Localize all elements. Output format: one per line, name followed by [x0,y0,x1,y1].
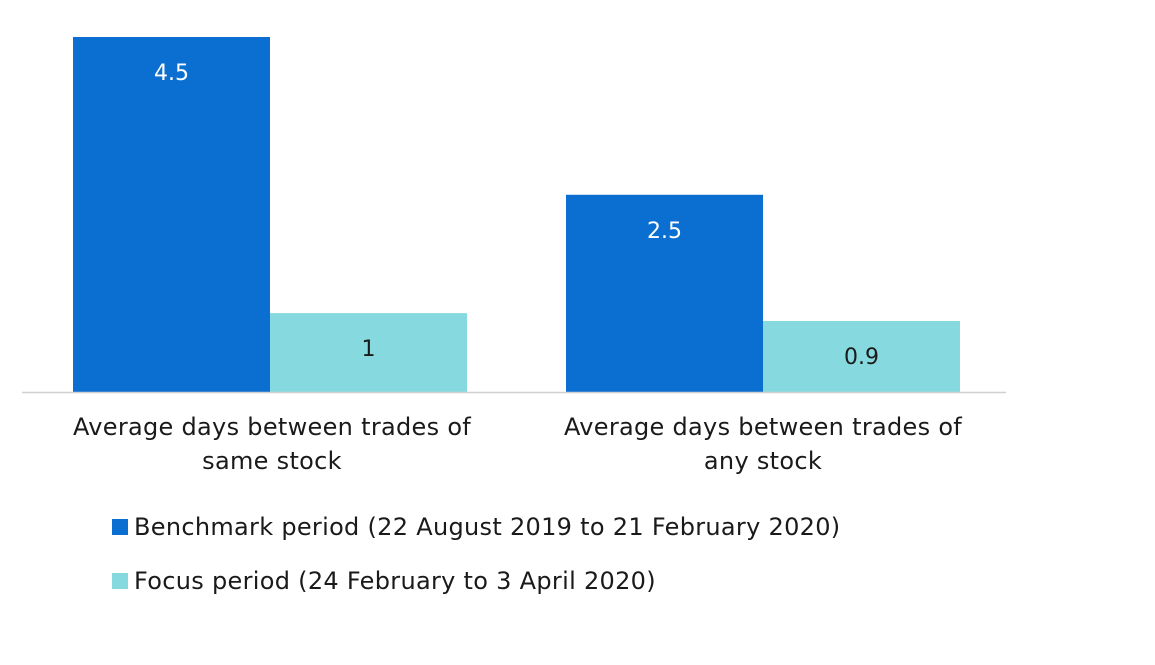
legend-item-benchmark: Benchmark period (22 August 2019 to 21 F… [112,510,840,544]
data-label-series1-cat0: 1 [362,337,376,362]
legend-swatch-focus [112,573,128,589]
category-label-1-line-2: any stock [703,447,823,475]
bar-chart: 4.5 1 2.5 0.9 [22,37,1006,394]
legend-label-focus: Focus period (24 February to 3 April 202… [134,567,656,595]
legend-swatch-benchmark [112,519,128,535]
bar-series1-cat0 [270,313,467,392]
category-label-0: Average days between trades of same stoc… [37,410,507,478]
bar-series0-cat1 [566,194,763,392]
legend-item-focus: Focus period (24 February to 3 April 202… [112,564,840,598]
bar-series0-cat0 [73,37,270,392]
category-label-0-line-2: same stock [202,447,342,475]
bar-series1-cat1 [763,321,960,392]
category-label-1: Average days between trades of any stock [528,410,998,478]
category-label-0-line-1: Average days between trades of [72,413,472,441]
category-label-1-line-1: Average days between trades of [563,413,963,441]
legend: Benchmark period (22 August 2019 to 21 F… [112,510,840,618]
data-label-series1-cat1: 0.9 [844,345,879,370]
data-label-series0-cat1: 2.5 [647,219,682,244]
data-label-series0-cat0: 4.5 [154,61,189,86]
legend-label-benchmark: Benchmark period (22 August 2019 to 21 F… [134,513,841,541]
